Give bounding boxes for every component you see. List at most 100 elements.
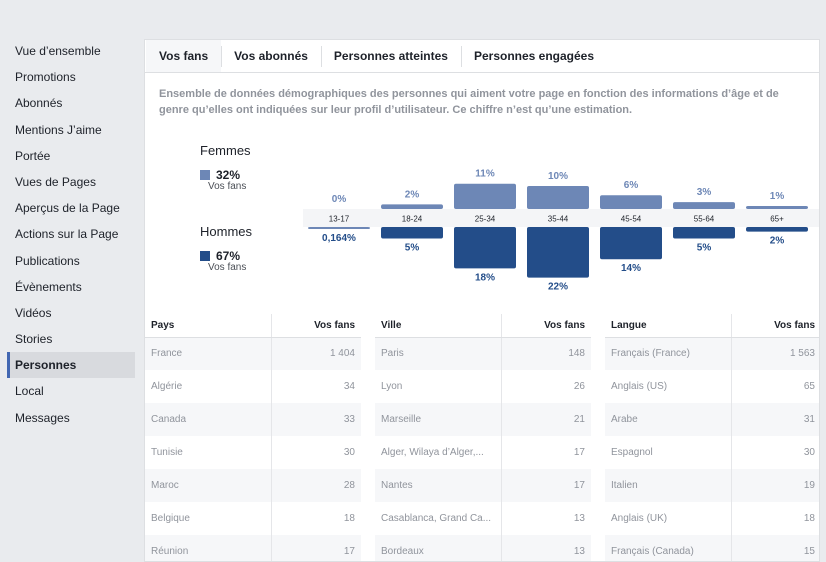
cities-cell-count: 26 [500, 370, 591, 403]
cities-cell-label: Lyon [381, 381, 403, 392]
bar-men-13-17 [308, 227, 370, 229]
age-band [303, 209, 819, 227]
cities-cell-count: 13 [500, 535, 591, 561]
label-women-55-64: 3% [697, 187, 712, 198]
tab-people-engaged[interactable]: Personnes engagées [460, 40, 607, 72]
countries-header-label[interactable]: Pays [145, 314, 271, 338]
sidebar-item-posts[interactable]: Publications [15, 253, 80, 268]
age-gender-chart: 0% 0,164% 13-17 2% 5% 18-24 11% 18% 25-34 10% 22% 3… [303, 169, 819, 293]
sidebar-item-local[interactable]: Local [15, 384, 44, 399]
demographics-tables: Pays Vos fans France 1 404 Algérie 34 Canada… [145, 314, 819, 561]
languages-header-label[interactable]: Langue [605, 314, 731, 338]
countries-cell-label: Algérie [151, 381, 183, 392]
sidebar-item-followers[interactable]: Abonnés [15, 96, 63, 111]
label-men-45-54: 14% [621, 263, 641, 274]
cities-header-label[interactable]: Ville [375, 314, 501, 338]
cities-cell-count: 148 [500, 337, 591, 370]
cities-cell-label: Nantes [375, 469, 501, 502]
table-row: Anglais (UK) 18 [605, 502, 819, 535]
table-row: Arabe 31 [605, 403, 819, 436]
bar-women-25-34 [454, 183, 516, 209]
sidebar-item-likes[interactable]: Mentions J’aime [15, 122, 102, 137]
cities-header-count[interactable]: Vos fans [500, 314, 591, 338]
countries-cell-count: 18 [270, 502, 361, 535]
table-row: Réunion 17 [145, 535, 361, 561]
cities-cell-label: Bordeaux [375, 535, 501, 561]
legend-men-subtitle: Vos fans [208, 262, 247, 273]
sidebar-item-reach[interactable]: Portée [15, 148, 51, 163]
cities-cell-count: 13 [500, 502, 591, 535]
cities-cell-count: 17 [500, 436, 591, 469]
sidebar-item-promotions[interactable]: Promotions [15, 70, 76, 85]
languages-cell-label: Anglais (US) [611, 381, 668, 392]
bar-men-25-34 [454, 227, 516, 269]
tab-your-followers[interactable]: Vos abonnés [221, 40, 321, 72]
tab-bar: Vos fans Vos abonnés Personnes atteintes… [145, 40, 819, 73]
bar-women-55-64 [673, 202, 735, 209]
sidebar-item-videos[interactable]: Vidéos [15, 305, 52, 320]
label-men-25-34: 18% [475, 272, 495, 283]
table-row: Tunisie 30 [145, 436, 361, 469]
languages-cell-label: Français (France) [605, 337, 731, 370]
label-women-25-34: 11% [475, 169, 495, 180]
label-women-35-44: 10% [548, 171, 568, 182]
languages-cell-label: Arabe [605, 403, 731, 436]
countries-cell-count: 30 [270, 436, 361, 469]
table-row: Belgique 18 [145, 502, 361, 535]
languages-cell-count: 30 [730, 436, 819, 469]
countries-cell-label: Réunion [145, 535, 271, 561]
people-insights-panel: Vos fans Vos abonnés Personnes atteintes… [144, 39, 820, 562]
legend-men: Hommes 67% Vos fans [200, 224, 252, 273]
label-women-65+: 1% [770, 191, 785, 202]
table-row: Anglais (US) 65 [605, 370, 819, 403]
category-label-13-17: 13-17 [329, 215, 350, 224]
bar-men-55-64 [673, 227, 735, 239]
languages-header-count[interactable]: Vos fans [730, 314, 819, 338]
sidebar-item-events[interactable]: Évènements [15, 279, 82, 294]
countries-header-count[interactable]: Vos fans [270, 314, 361, 338]
category-label-65+: 65+ [770, 215, 784, 224]
bar-women-18-24 [381, 204, 443, 209]
sidebar-item-page-previews[interactable]: Aperçus de la Page [15, 201, 120, 216]
countries-cell-count: 28 [270, 469, 361, 502]
languages-cell-label: Français (Canada) [605, 535, 731, 561]
sidebar-item-people[interactable]: Personnes [7, 352, 135, 379]
languages-cell-count: 31 [730, 403, 819, 436]
sidebar-item-page-views[interactable]: Vues de Pages [15, 174, 96, 189]
languages-cell-count: 1 563 [730, 337, 819, 370]
legend-women-subtitle: Vos fans [208, 181, 247, 192]
legend-men-percent: 67% [216, 249, 241, 263]
bar-men-45-54 [600, 227, 662, 260]
bar-men-18-24 [381, 227, 443, 239]
label-men-65+: 2% [770, 236, 785, 247]
languages-cell-label: Espagnol [611, 447, 653, 458]
sidebar-item-page-actions[interactable]: Actions sur la Page [15, 227, 119, 242]
label-men-55-64: 5% [697, 243, 712, 254]
countries-cell-label: Maroc [145, 469, 271, 502]
label-men-13-17: 0,164% [322, 233, 356, 244]
languages-cell-count: 18 [730, 502, 819, 535]
sidebar-item-stories[interactable]: Stories [15, 332, 53, 347]
table-row: Espagnol 30 [605, 436, 819, 469]
cities-cell-label: Casablanca, Grand Ca... [381, 513, 492, 524]
legend-women-swatch [200, 170, 210, 180]
sidebar-nav: Vue d’ensemble Promotions Abonnés Mentio… [7, 38, 135, 431]
legend-women-title: Femmes [200, 143, 251, 158]
legend-women-percent-row: 32% [200, 168, 251, 182]
category-label-45-54: 45-54 [621, 215, 642, 224]
languages-cell-count: 19 [730, 469, 819, 502]
table-row: Algérie 34 [145, 370, 361, 403]
cities-cell-label: Marseille [375, 403, 501, 436]
table-row: France 1 404 [145, 337, 361, 370]
cities-cell-label: Alger, Wilaya d’Alger,... [381, 447, 484, 458]
countries-table: Pays Vos fans France 1 404 Algérie 34 Canada… [145, 314, 361, 561]
languages-cell-label: Italien [605, 469, 731, 502]
category-label-55-64: 55-64 [694, 215, 715, 224]
tab-people-reached[interactable]: Personnes atteintes [320, 40, 461, 72]
tab-your-fans[interactable]: Vos fans [146, 40, 222, 72]
sidebar-item-messages[interactable]: Messages [15, 410, 70, 425]
legend-men-swatch [200, 251, 210, 261]
languages-cell-label: Anglais (UK) [611, 513, 668, 524]
table-row: Français (Canada) 15 [605, 535, 819, 561]
sidebar-item-overview[interactable]: Vue d’ensemble [15, 44, 101, 58]
